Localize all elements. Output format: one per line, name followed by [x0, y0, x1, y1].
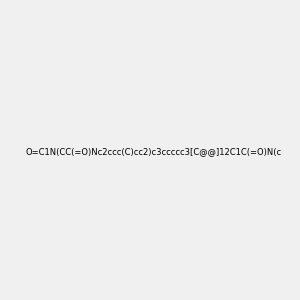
Text: O=C1N(CC(=O)Nc2ccc(C)cc2)c3ccccc3[C@@]12C1C(=O)N(c: O=C1N(CC(=O)Nc2ccc(C)cc2)c3ccccc3[C@@]12…: [26, 147, 282, 156]
